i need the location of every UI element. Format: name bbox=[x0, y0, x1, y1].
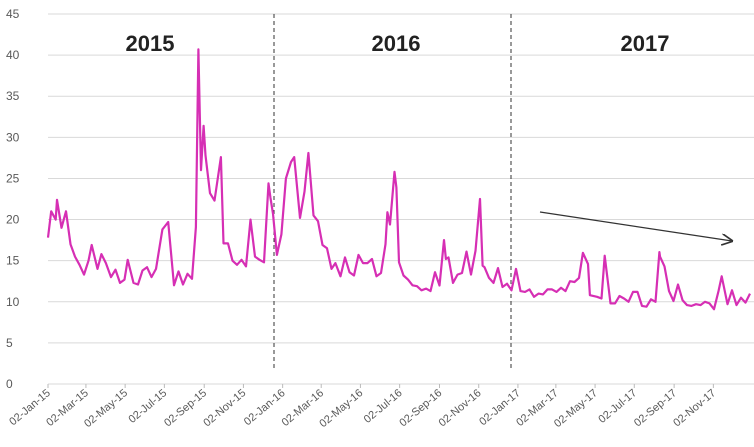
x-tick-label: 02-Nov-16 bbox=[437, 387, 484, 429]
y-tick-label: 10 bbox=[6, 295, 20, 309]
year-label: 2017 bbox=[621, 31, 670, 56]
y-tick-label: 30 bbox=[6, 130, 20, 144]
y-tick-label: 0 bbox=[6, 377, 13, 391]
x-tick-label: 02-Nov-17 bbox=[671, 387, 718, 429]
x-tick-label: 02-Sep-17 bbox=[632, 387, 679, 429]
y-tick-label: 40 bbox=[6, 48, 20, 62]
x-tick-label: 02-May-16 bbox=[317, 387, 365, 430]
year-label: 2016 bbox=[372, 31, 421, 56]
x-tick-label: 02-May-15 bbox=[82, 387, 130, 430]
x-tick-label: 02-Sep-16 bbox=[397, 387, 444, 429]
trend-arrow bbox=[539, 211, 732, 241]
y-tick-label: 20 bbox=[6, 213, 20, 227]
x-tick-label: 02-Nov-15 bbox=[201, 387, 248, 429]
y-tick-label: 45 bbox=[6, 7, 20, 21]
x-tick-label: 02-Sep-15 bbox=[162, 387, 209, 429]
grid bbox=[48, 13, 754, 385]
y-tick-label: 25 bbox=[6, 171, 20, 185]
y-tick-label: 15 bbox=[6, 254, 20, 268]
x-tick-label: 02-May-17 bbox=[552, 387, 600, 430]
y-tick-label: 5 bbox=[6, 336, 13, 350]
y-tick-label: 35 bbox=[6, 89, 20, 103]
line-series bbox=[46, 48, 751, 311]
year-label: 2015 bbox=[126, 31, 175, 56]
